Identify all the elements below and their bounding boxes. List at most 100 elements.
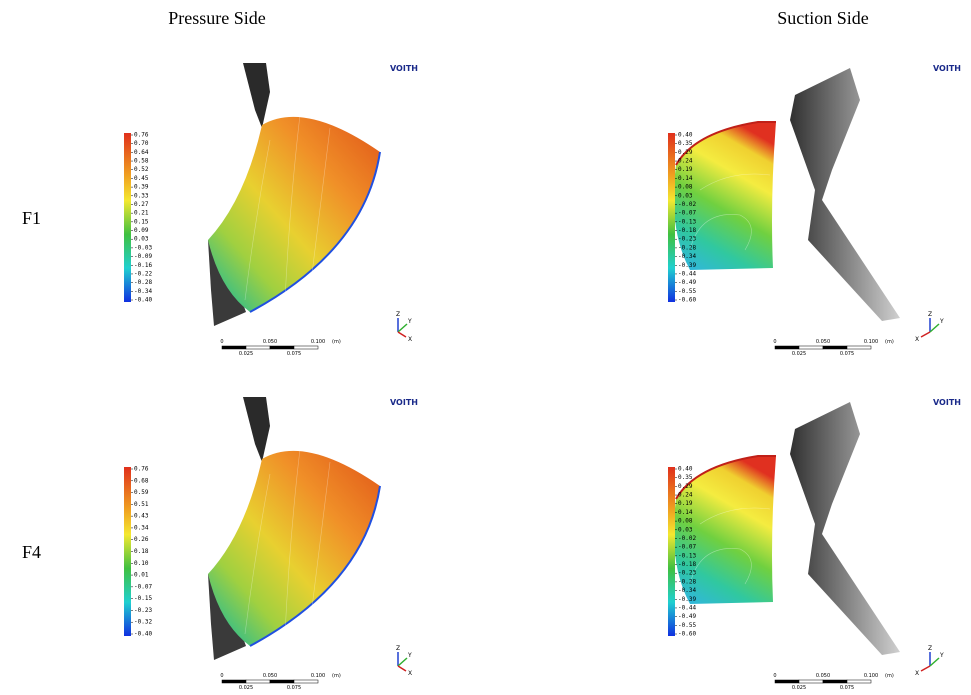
colorbar-label: -0.49 <box>678 613 696 620</box>
colorbar-label: -0.23 <box>678 236 696 243</box>
colorbar-label: 0.14 <box>678 175 693 182</box>
colorbar-label: 0.29 <box>678 483 693 490</box>
colorbar <box>124 467 131 636</box>
colorbar-label: -0.39 <box>678 596 696 603</box>
axis <box>930 324 939 332</box>
axis <box>921 666 930 671</box>
colorbar-label: -0.13 <box>678 218 696 225</box>
colorbar-label: -0.44 <box>678 604 696 611</box>
colorbar-label: 0.01 <box>134 572 149 579</box>
colorbar-label: 0.14 <box>678 509 693 516</box>
scale-label: 0.075 <box>287 351 301 357</box>
colorbar-label: 0.70 <box>134 140 149 147</box>
logo: VOITH <box>390 64 418 73</box>
colorbar <box>124 133 131 302</box>
logo: VOITH <box>933 398 961 407</box>
scale-label: 0.075 <box>287 685 301 691</box>
colorbar-label: 0.51 <box>134 501 149 508</box>
axis-label: Y <box>407 652 412 659</box>
scale-segment <box>775 346 799 349</box>
axis-label: Z <box>928 645 932 652</box>
colorbar-label: -0.40 <box>134 631 152 638</box>
blade <box>208 117 380 312</box>
axis <box>398 658 407 666</box>
colorbar-label: 0.40 <box>678 132 693 139</box>
scale-segment <box>222 346 246 349</box>
scale-label: 0.025 <box>792 685 806 691</box>
column-header: Pressure Side <box>168 8 266 28</box>
colorbar-label: -0.44 <box>678 270 696 277</box>
colorbar-label: -0.40 <box>134 297 152 304</box>
scale-label: 0.050 <box>816 673 830 679</box>
logo: VOITH <box>933 64 961 73</box>
colorbar-label: -0.34 <box>678 587 696 594</box>
row-label: F4 <box>22 542 41 562</box>
colorbar-label: 0.03 <box>678 192 693 199</box>
scale-label: 0.025 <box>239 685 253 691</box>
axis-label: Y <box>939 318 944 325</box>
scale-label: (m) <box>332 339 341 345</box>
colorbar-label: -0.07 <box>678 210 696 217</box>
colorbar-label: -0.07 <box>134 583 152 590</box>
colorbar-label: -0.28 <box>678 244 696 251</box>
colorbar-label: 0.52 <box>134 166 149 173</box>
scale-label: 0.050 <box>263 339 277 345</box>
colorbar-label: 0.45 <box>134 175 149 182</box>
colorbar-label: 0.39 <box>134 184 149 191</box>
colorbar-label: -0.18 <box>678 227 696 234</box>
scale-segment <box>270 680 294 683</box>
scale-segment <box>294 346 318 349</box>
axis-label: X <box>915 670 919 677</box>
axis-label: Y <box>407 318 412 325</box>
colorbar-label: -0.18 <box>678 561 696 568</box>
scale-segment <box>823 346 847 349</box>
axis-label: X <box>915 336 919 343</box>
column-header: Suction Side <box>777 8 869 28</box>
colorbar-label: 0.26 <box>134 536 149 543</box>
figure: Pressure Side Suction Side F1 F4 0.760.7… <box>0 0 971 695</box>
colorbar-label: 0.08 <box>678 518 693 525</box>
scale-label: 0.100 <box>864 673 878 679</box>
colorbar-label: 0.15 <box>134 218 149 225</box>
scale-segment <box>799 346 823 349</box>
colorbar-label: -0.02 <box>678 201 696 208</box>
scale-label: 0 <box>220 339 223 345</box>
axis-label: Z <box>396 645 400 652</box>
colorbar-label: -0.13 <box>678 552 696 559</box>
colorbar-label: -0.07 <box>678 544 696 551</box>
colorbar-label: -0.60 <box>678 631 696 638</box>
colorbar-label: 0.43 <box>134 513 149 520</box>
colorbar-label: -0.22 <box>134 270 152 277</box>
axis <box>398 332 406 337</box>
colorbar-label: -0.23 <box>678 570 696 577</box>
axis-label: Y <box>939 652 944 659</box>
colorbar-label: -0.28 <box>134 279 152 286</box>
logo: VOITH <box>390 398 418 407</box>
colorbar-label: -0.60 <box>678 297 696 304</box>
panel: 0.760.700.640.580.520.450.390.330.270.21… <box>124 63 418 357</box>
shroud <box>243 63 270 128</box>
colorbar-label: 0.40 <box>678 466 693 473</box>
scale-segment <box>246 680 270 683</box>
scale-segment <box>847 680 871 683</box>
colorbar-label: -0.55 <box>678 288 696 295</box>
colorbar-label: 0.19 <box>678 166 693 173</box>
colorbar-label: -0.09 <box>134 253 152 260</box>
colorbar-label: -0.39 <box>678 262 696 269</box>
axis-label: X <box>408 670 412 677</box>
colorbar <box>668 133 675 302</box>
colorbar-label: -0.55 <box>678 622 696 629</box>
colorbar-label: 0.18 <box>134 548 149 555</box>
row-label: F1 <box>22 208 41 228</box>
panel: 0.760.680.590.510.430.340.260.180.100.01… <box>124 397 418 691</box>
axis <box>398 666 406 671</box>
scale-label: 0.100 <box>311 673 325 679</box>
colorbar-label: 0.29 <box>678 149 693 156</box>
panel: 0.400.350.290.240.190.140.080.03-0.02-0.… <box>668 64 961 357</box>
scale-label: 0.050 <box>816 339 830 345</box>
colorbar-label: 0.27 <box>134 201 149 208</box>
shroud <box>790 402 900 655</box>
colorbar-label: -0.02 <box>678 535 696 542</box>
scale-segment <box>823 680 847 683</box>
colorbar-label: 0.76 <box>134 132 149 139</box>
